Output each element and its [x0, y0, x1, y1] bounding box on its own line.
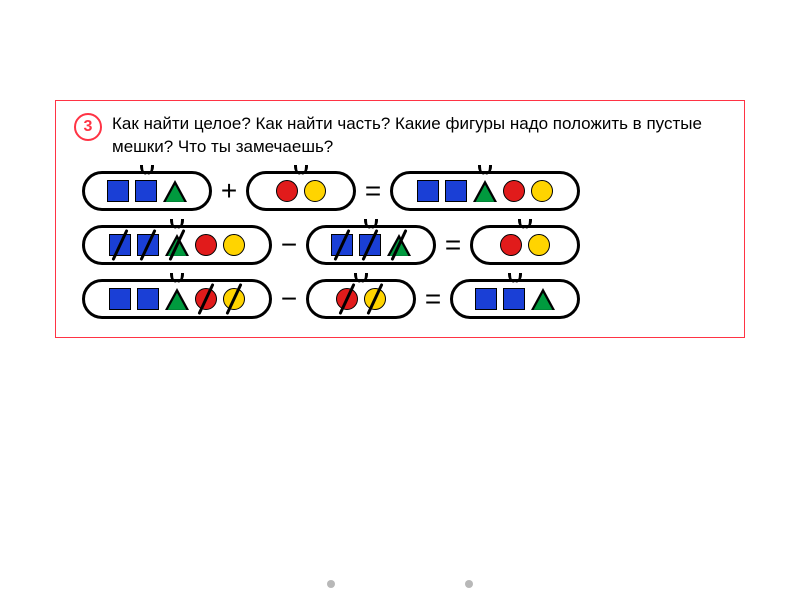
shape-bag [82, 279, 272, 319]
triangle-shape [387, 234, 411, 256]
circle-shape [528, 234, 550, 256]
shape-bag [390, 171, 580, 211]
triangle-shape [165, 234, 189, 256]
equation-row: += [82, 171, 726, 211]
shape-bag [306, 225, 436, 265]
square-shape [107, 180, 129, 202]
shape-bag [450, 279, 580, 319]
square-shape [137, 288, 159, 310]
equation-row: −= [82, 279, 726, 319]
exercise-box: 3 Как найти целое? Как найти часть? Каки… [55, 100, 745, 338]
circle-shape [336, 288, 358, 310]
circle-shape [364, 288, 386, 310]
operator: − [272, 229, 306, 261]
equals-sign: = [416, 283, 450, 315]
question-text: Как найти целое? Как найти часть? Какие … [112, 113, 726, 159]
circle-shape [223, 288, 245, 310]
square-shape [475, 288, 497, 310]
circle-shape [195, 234, 217, 256]
shape-bag [82, 171, 212, 211]
circle-shape [304, 180, 326, 202]
page-indicator [0, 580, 800, 588]
triangle-shape [531, 288, 555, 310]
shape-bag [82, 225, 272, 265]
square-shape [109, 234, 131, 256]
question-number: 3 [74, 113, 102, 141]
dot-icon [327, 580, 335, 588]
square-shape [503, 288, 525, 310]
operator: + [212, 175, 246, 207]
equation-rows: +=−=−= [74, 171, 726, 319]
circle-shape [276, 180, 298, 202]
circle-shape [223, 234, 245, 256]
square-shape [137, 234, 159, 256]
shape-bag [246, 171, 356, 211]
operator: − [272, 283, 306, 315]
triangle-shape [473, 180, 497, 202]
circle-shape [531, 180, 553, 202]
square-shape [359, 234, 381, 256]
square-shape [135, 180, 157, 202]
square-shape [109, 288, 131, 310]
circle-shape [500, 234, 522, 256]
square-shape [417, 180, 439, 202]
shape-bag [306, 279, 416, 319]
shape-bag [470, 225, 580, 265]
equals-sign: = [356, 175, 390, 207]
circle-shape [195, 288, 217, 310]
equals-sign: = [436, 229, 470, 261]
square-shape [331, 234, 353, 256]
triangle-shape [165, 288, 189, 310]
equation-row: −= [82, 225, 726, 265]
triangle-shape [163, 180, 187, 202]
circle-shape [503, 180, 525, 202]
square-shape [445, 180, 467, 202]
exercise-header: 3 Как найти целое? Как найти часть? Каки… [74, 113, 726, 159]
dot-icon [465, 580, 473, 588]
